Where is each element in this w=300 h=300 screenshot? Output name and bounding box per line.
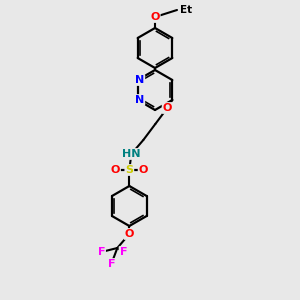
Text: S: S <box>125 165 133 175</box>
Text: Et: Et <box>180 5 192 15</box>
Text: HN: HN <box>122 149 141 159</box>
Text: O: O <box>150 12 160 22</box>
Text: O: O <box>124 229 134 239</box>
Text: O: O <box>111 165 120 175</box>
Text: N: N <box>135 75 144 85</box>
Text: F: F <box>120 247 127 257</box>
Text: O: O <box>163 103 172 113</box>
Text: F: F <box>98 247 105 257</box>
Text: O: O <box>139 165 148 175</box>
Text: F: F <box>108 259 115 269</box>
Text: N: N <box>135 95 144 105</box>
